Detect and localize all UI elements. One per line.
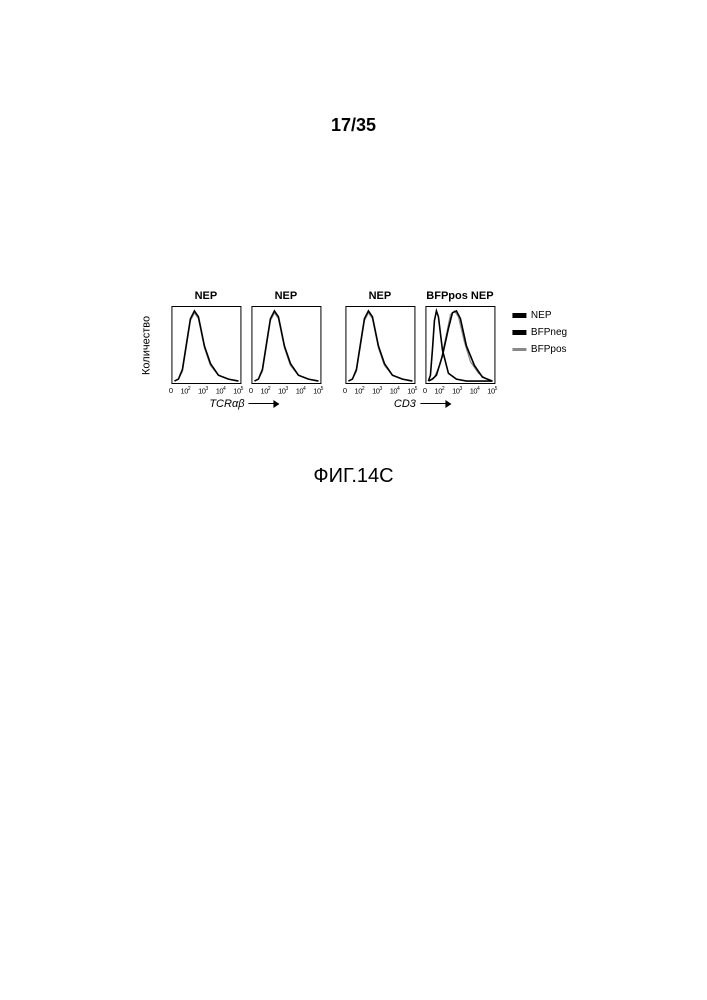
panel-group: BFPpos NEP 0 102 103 104 105 — [423, 290, 497, 396]
arrow-icon — [249, 403, 279, 405]
x-axis-label-text: CD3 — [394, 398, 416, 410]
x-axis-label-group: TCRαβ — [168, 398, 320, 410]
panel-group: NEP 0 102 103 104 105 — [169, 290, 243, 396]
tick-label: 105 — [233, 386, 243, 396]
x-axis-labels-row: TCRαβ CD3 — [168, 398, 498, 410]
histogram-curve — [174, 311, 238, 381]
panel-title: NEP — [275, 290, 298, 304]
histogram-panel — [425, 306, 495, 384]
x-axis-label-text: TCRαβ — [209, 398, 244, 410]
figure-14c: Количество NEP 0 102 103 104 105 NEP 0 102 103 104… — [140, 290, 567, 410]
histogram-curve — [348, 313, 412, 381]
histogram-panel — [345, 306, 415, 384]
tick-label: 103 — [278, 386, 288, 396]
tick-label: 103 — [372, 386, 382, 396]
legend-label: BFPneg — [531, 327, 567, 338]
tick-label: 105 — [313, 386, 323, 396]
histogram-curve — [174, 313, 238, 381]
x-ticks: 0 102 103 104 105 — [169, 386, 243, 396]
legend-item: NEP — [512, 310, 567, 321]
histogram-panel — [171, 306, 241, 384]
histogram-curve — [254, 313, 318, 381]
panel-title: NEP — [369, 290, 392, 304]
panel-group: NEP 0 102 103 104 105 — [249, 290, 323, 396]
x-ticks: 0 102 103 104 105 — [423, 386, 497, 396]
tick-label: 0 — [343, 386, 347, 396]
page-number: 17/35 — [331, 115, 376, 136]
arrow-icon — [420, 403, 450, 405]
tick-label: 103 — [198, 386, 208, 396]
tick-label: 105 — [487, 386, 497, 396]
tick-label: 103 — [452, 386, 462, 396]
legend-label: BFPpos — [531, 344, 567, 355]
legend-swatch — [512, 348, 526, 351]
panels-block: NEP 0 102 103 104 105 NEP 0 102 103 104 105 NEP 0 102 1… — [168, 290, 498, 410]
tick-label: 102 — [261, 386, 271, 396]
y-axis-label: Количество — [140, 306, 152, 384]
histogram-curve — [348, 311, 412, 381]
legend-swatch — [512, 313, 526, 318]
tick-label: 104 — [390, 386, 400, 396]
panel-group: NEP 0 102 103 104 105 — [343, 290, 417, 396]
x-ticks: 0 102 103 104 105 — [249, 386, 323, 396]
x-axis-label-group: CD3 — [346, 398, 498, 410]
tick-label: 0 — [423, 386, 427, 396]
panel-title: NEP — [195, 290, 218, 304]
tick-label: 102 — [435, 386, 445, 396]
histogram-curve — [428, 311, 492, 381]
tick-label: 104 — [296, 386, 306, 396]
legend-item: BFPneg — [512, 327, 567, 338]
panel-title: BFPpos NEP — [426, 290, 493, 304]
legend-label: NEP — [531, 310, 552, 321]
legend-item: BFPpos — [512, 344, 567, 355]
tick-label: 102 — [181, 386, 191, 396]
tick-label: 0 — [169, 386, 173, 396]
figure-caption: ФИГ.14C — [313, 465, 393, 488]
tick-label: 105 — [407, 386, 417, 396]
tick-label: 104 — [216, 386, 226, 396]
x-ticks: 0 102 103 104 105 — [343, 386, 417, 396]
xlabel-spacer — [326, 398, 340, 410]
legend: NEP BFPneg BFPpos — [512, 310, 567, 355]
tick-label: 0 — [249, 386, 253, 396]
tick-label: 102 — [355, 386, 365, 396]
tick-label: 104 — [470, 386, 480, 396]
legend-swatch — [512, 330, 526, 335]
histogram-curve — [254, 311, 318, 381]
histogram-panel — [251, 306, 321, 384]
panels-row: NEP 0 102 103 104 105 NEP 0 102 103 104 105 NEP 0 102 1… — [169, 290, 497, 396]
